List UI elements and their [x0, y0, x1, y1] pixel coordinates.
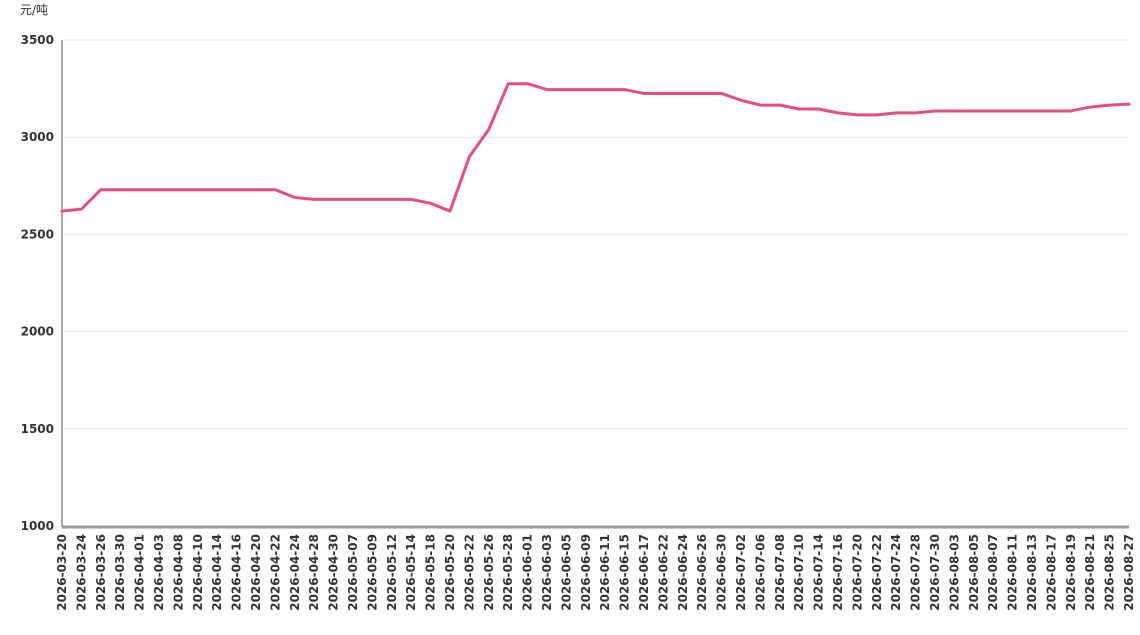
x-tick-label: 2026-03-24 — [74, 534, 88, 611]
x-tick-label: 2026-04-10 — [191, 534, 205, 611]
x-tick-label: 2026-07-22 — [870, 534, 884, 611]
x-tick-label: 2026-04-24 — [288, 534, 302, 611]
x-tick-label: 2026-05-28 — [501, 534, 515, 611]
x-tick-label: 2026-05-09 — [365, 534, 379, 611]
x-tick-label: 2026-08-25 — [1103, 534, 1117, 611]
x-tick-label: 2026-06-17 — [637, 534, 651, 611]
x-tick-label: 2026-06-24 — [676, 534, 690, 611]
y-tick-label: 1500 — [21, 422, 54, 436]
x-tick-label: 2026-06-11 — [598, 534, 612, 611]
x-tick-label: 2026-06-05 — [559, 534, 573, 611]
x-tick-label: 2026-05-14 — [404, 534, 418, 611]
x-tick-label: 2026-04-16 — [230, 534, 244, 611]
x-tick-label: 2026-04-08 — [171, 534, 185, 611]
y-tick-label: 3000 — [21, 130, 54, 144]
x-tick-label: 2026-04-14 — [210, 534, 224, 611]
x-tick-label: 2026-06-01 — [521, 534, 535, 611]
x-tick-label: 2026-04-01 — [133, 534, 147, 611]
x-tick-label: 2026-07-20 — [850, 534, 864, 611]
x-tick-label: 2026-03-26 — [94, 534, 108, 611]
y-tick-label: 2500 — [21, 227, 54, 241]
x-tick-label: 2026-06-09 — [579, 534, 593, 611]
x-tick-label: 2026-07-14 — [812, 534, 826, 611]
x-tick-label: 2026-03-20 — [55, 534, 69, 611]
x-tick-label: 2026-08-27 — [1122, 534, 1136, 611]
x-tick-label: 2026-04-30 — [327, 534, 341, 611]
y-tick-label: 2000 — [21, 325, 54, 339]
x-tick-label: 2026-05-18 — [424, 534, 438, 611]
x-tick-label: 2026-04-20 — [249, 534, 263, 611]
line-series — [60, 82, 1131, 213]
x-tick-label: 2026-04-28 — [307, 534, 321, 611]
x-tick-label: 2026-08-13 — [1025, 534, 1039, 611]
y-tick-label: 1000 — [21, 519, 54, 533]
x-tick-label: 2026-07-10 — [792, 534, 806, 611]
x-tick-label: 2026-08-21 — [1083, 534, 1097, 611]
x-tick-label: 2026-06-30 — [715, 534, 729, 611]
x-tick-label: 2026-07-16 — [831, 534, 845, 611]
x-tick-label: 2026-07-28 — [909, 534, 923, 611]
x-tick-label: 2026-05-20 — [443, 534, 457, 611]
x-tick-label: 2026-05-22 — [462, 534, 476, 611]
x-tick-label: 2026-06-03 — [540, 534, 554, 611]
x-tick-label: 2026-08-19 — [1064, 534, 1078, 611]
x-tick-label: 2026-07-02 — [734, 534, 748, 611]
x-tick-label: 2026-07-06 — [753, 534, 767, 611]
x-tick-label: 2026-05-07 — [346, 534, 360, 611]
x-tick-label: 2026-04-03 — [152, 534, 166, 611]
x-tick-label: 2026-08-07 — [986, 534, 1000, 611]
x-tick-label: 2026-07-08 — [773, 534, 787, 611]
x-tick-label: 2026-08-05 — [967, 534, 981, 611]
x-tick-label: 2026-05-12 — [385, 534, 399, 611]
x-tick-label: 2026-06-22 — [656, 534, 670, 611]
x-tick-label: 2026-05-26 — [482, 534, 496, 611]
y-axis-unit: 元/吨 — [20, 3, 48, 17]
x-tick-label: 2026-08-03 — [947, 534, 961, 611]
y-tick-label: 3500 — [21, 33, 54, 47]
x-tick-label: 2026-04-22 — [268, 534, 282, 611]
x-tick-label: 2026-07-30 — [928, 534, 942, 611]
x-tick-label: 2026-03-30 — [113, 534, 127, 611]
x-tick-label: 2026-06-26 — [695, 534, 709, 611]
x-tick-label: 2026-07-24 — [889, 534, 903, 611]
x-tick-label: 2026-08-11 — [1006, 534, 1020, 611]
x-tick-label: 2026-08-17 — [1044, 534, 1058, 611]
x-tick-label: 2026-06-15 — [618, 534, 632, 611]
